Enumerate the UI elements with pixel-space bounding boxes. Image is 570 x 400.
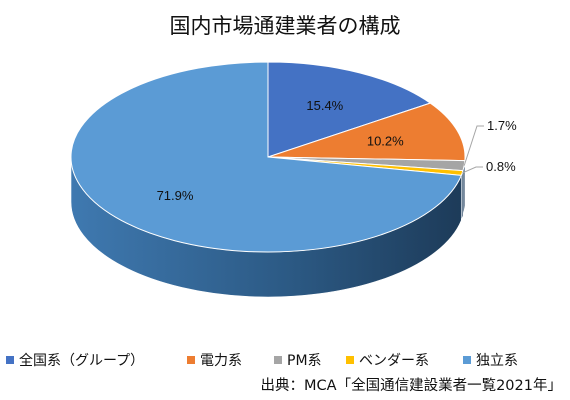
- data-label-pm: 1.7%: [487, 118, 517, 133]
- pie-slice-zenkoku: [267, 61, 432, 158]
- legend-label: 独立系: [476, 353, 518, 369]
- legend-swatch: [463, 356, 471, 364]
- legend-swatch: [187, 356, 195, 364]
- data-label-zenkoku: 15.4%: [306, 98, 343, 113]
- legend-item-zenkoku: 全国系（グループ）: [6, 350, 144, 370]
- pie-slice-dokuritsu: [70, 61, 462, 253]
- legend-swatch: [6, 356, 14, 364]
- legend-label: PM系: [287, 353, 322, 369]
- data-label-dokuritsu: 71.9%: [157, 188, 194, 203]
- legend-item-pm: PM系: [274, 350, 322, 370]
- legend-item-vendor: ベンダー系: [346, 350, 429, 370]
- legend-item-dokuritsu: 独立系: [463, 350, 518, 370]
- pie-slice-denryoku: [267, 102, 466, 162]
- legend-label: ベンダー系: [359, 353, 429, 369]
- legend-swatch: [346, 356, 354, 364]
- data-label-denryoku: 10.2%: [367, 134, 404, 149]
- legend-label: 全国系（グループ）: [19, 353, 145, 369]
- legend-label: 電力系: [200, 353, 242, 369]
- leader-line-pm: [463, 125, 484, 166]
- source-note: 出典：MCA「全国通信建設業者一覧2021年」: [260, 378, 562, 394]
- legend: 全国系（グループ） 電力系 PM系 ベンダー系 独立系: [6, 350, 566, 370]
- data-label-vendor: 0.8%: [486, 159, 516, 174]
- leader-line-vendor: [461, 166, 483, 174]
- legend-swatch: [274, 356, 282, 364]
- chart-title: 国内市場通建業者の構成: [169, 14, 401, 38]
- legend-item-denryoku: 電力系: [187, 350, 242, 370]
